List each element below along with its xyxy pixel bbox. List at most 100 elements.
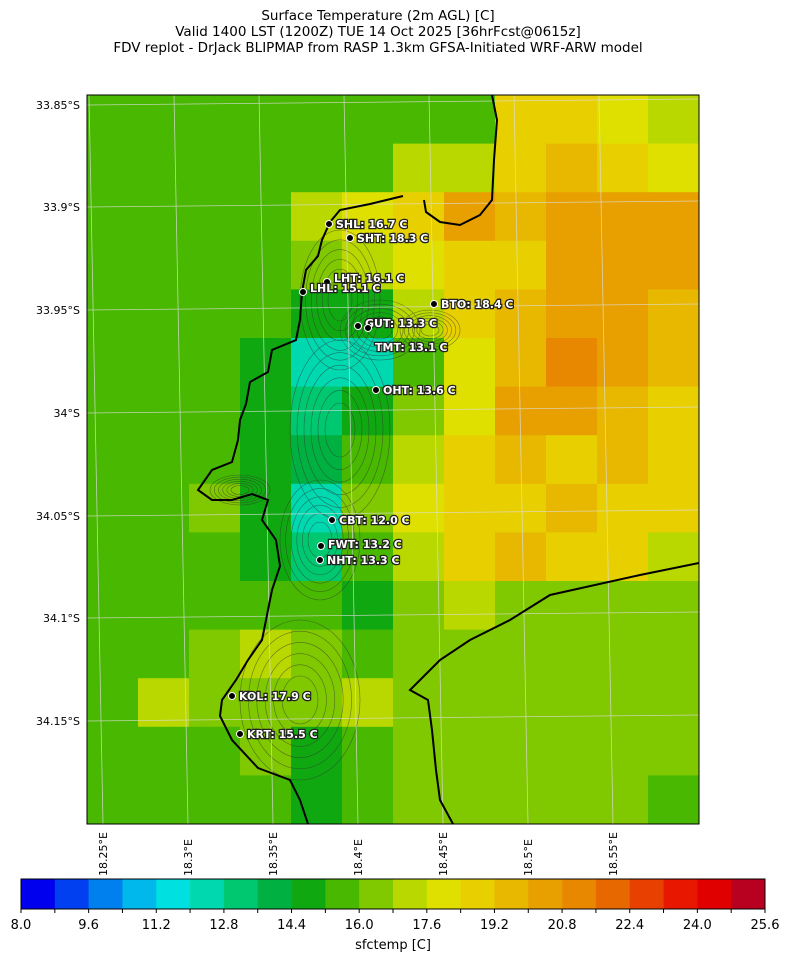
- temperature-cell: [444, 726, 496, 776]
- longitude-line: [173, 95, 189, 824]
- station-dot-icon[interactable]: [323, 278, 331, 286]
- station-dot-icon[interactable]: [328, 516, 336, 524]
- station-gut[interactable]: GUT: 13.3 C: [354, 316, 438, 331]
- longitude-label: 18.4°E: [352, 839, 365, 876]
- temperature-cell: [342, 435, 394, 485]
- station-nht[interactable]: NHT: 13.3 C: [316, 553, 401, 568]
- station-label: TMT: 13.1 C: [375, 341, 448, 354]
- latitude-line: [87, 406, 699, 414]
- contour-line: [279, 479, 361, 601]
- temperature-cell: [597, 289, 649, 339]
- temperature-cell: [444, 483, 496, 533]
- temperature-cell: [87, 289, 139, 339]
- temperature-cell: [444, 775, 496, 824]
- station-kol[interactable]: KOL: 17.9 C: [228, 689, 312, 704]
- temperature-cell: [597, 240, 649, 290]
- temperature-cell: [342, 338, 394, 388]
- temperature-cell: [597, 338, 649, 388]
- temperature-cell: [546, 386, 598, 436]
- colorbar-swatch: [663, 879, 698, 909]
- station-label: SHT: 18.3 C: [357, 232, 428, 245]
- station-dot-icon[interactable]: [372, 386, 380, 394]
- temperature-cell: [240, 143, 292, 193]
- contour-line: [420, 323, 440, 337]
- temperature-cell: [648, 338, 699, 388]
- temperature-cell: [444, 532, 496, 582]
- temperature-cell: [546, 483, 598, 533]
- longitude-label: 18.5°E: [522, 839, 535, 876]
- temperature-cell: [342, 581, 394, 631]
- temperature-cell: [597, 775, 649, 824]
- station-dot-icon[interactable]: [364, 324, 372, 332]
- temperature-cell: [138, 532, 190, 582]
- temperature-cell: [138, 95, 190, 145]
- station-dot-icon[interactable]: [228, 692, 236, 700]
- temperature-cell: [648, 775, 699, 824]
- temperature-cell: [189, 240, 241, 290]
- station-dot-icon[interactable]: [299, 288, 307, 296]
- temperature-cell: [444, 143, 496, 193]
- station-label: LHT: 16.1 C: [334, 272, 404, 285]
- contour-line: [296, 352, 384, 508]
- temperature-cell: [546, 338, 598, 388]
- station-label: BTO: 18.4 C: [441, 298, 514, 311]
- colorbar-swatch: [21, 879, 56, 909]
- contour-line: [296, 504, 344, 576]
- temperature-cell: [495, 289, 547, 339]
- temperature-cell: [444, 678, 496, 728]
- station-cbt[interactable]: CBT: 12.0 C: [328, 513, 411, 528]
- latitude-line: [87, 509, 699, 517]
- temperature-cell: [342, 95, 394, 145]
- longitude-label: 18.35°E: [267, 832, 280, 876]
- station-fwt[interactable]: FWT: 13.2 C: [317, 537, 403, 552]
- temperature-cell: [240, 240, 292, 290]
- temperature-cell: [393, 483, 445, 533]
- station-dot-icon[interactable]: [430, 300, 438, 308]
- colorbar-tick-label: 14.4: [277, 918, 306, 933]
- station-dot-icon[interactable]: [317, 542, 325, 550]
- longitude-label: 18.3°E: [182, 839, 195, 876]
- station-dot-icon[interactable]: [346, 234, 354, 242]
- station-dot-icon[interactable]: [236, 730, 244, 738]
- temperature-field: [87, 95, 699, 824]
- temperature-cell: [444, 240, 496, 290]
- station-oht[interactable]: OHT: 13.6 C: [372, 383, 457, 398]
- temperature-cell: [240, 775, 292, 824]
- station-sht[interactable]: SHT: 18.3 C: [346, 231, 430, 246]
- temperature-cell: [546, 629, 598, 679]
- station-label: NHT: 13.3 C: [327, 554, 400, 567]
- temperature-cell: [495, 775, 547, 824]
- station-lhl[interactable]: LHL: 15.1 C: [299, 281, 382, 296]
- temperature-cell: [546, 240, 598, 290]
- contour-line: [362, 316, 398, 344]
- temperature-cell: [291, 775, 343, 824]
- temperature-cell: [495, 143, 547, 193]
- station-dot-icon[interactable]: [325, 220, 333, 228]
- station-bto[interactable]: BTO: 18.4 C: [430, 297, 515, 312]
- longitude-line: [343, 95, 359, 824]
- temperature-cell: [597, 435, 649, 485]
- latitude-line: [87, 611, 699, 619]
- temperature-cell: [291, 435, 343, 485]
- temperature-cell: [648, 386, 699, 436]
- temperature-cell: [648, 726, 699, 776]
- station-label: KRT: 15.5 C: [247, 728, 318, 741]
- station-shl[interactable]: SHL: 16.7 C: [325, 217, 409, 232]
- temperature-cell: [546, 726, 598, 776]
- temperature-cell: [546, 435, 598, 485]
- contour-line: [230, 485, 250, 495]
- temperature-cell: [189, 532, 241, 582]
- contour-line: [324, 402, 356, 458]
- station-lht[interactable]: LHT: 16.1 C: [323, 271, 406, 286]
- station-label: KOL: 17.9 C: [239, 690, 311, 703]
- temperature-cell: [87, 629, 139, 679]
- temperature-cell: [444, 629, 496, 679]
- station-krt[interactable]: KRT: 15.5 C: [236, 727, 319, 742]
- station-tmt[interactable]: TMT: 13.1 C: [364, 324, 449, 355]
- colorbar-swatch: [88, 879, 123, 909]
- station-dot-icon[interactable]: [316, 556, 324, 564]
- temperature-cell: [597, 581, 649, 631]
- temperature-cell: [87, 192, 139, 242]
- station-dot-icon[interactable]: [354, 322, 362, 330]
